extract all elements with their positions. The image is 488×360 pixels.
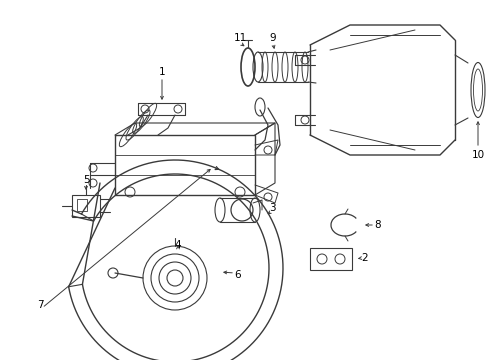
Text: 4: 4 — [174, 240, 181, 250]
Bar — [309, 248, 351, 270]
Text: 11: 11 — [233, 33, 246, 43]
Text: 3: 3 — [268, 203, 275, 213]
Text: 1: 1 — [159, 67, 165, 77]
Bar — [77, 199, 87, 211]
Text: 9: 9 — [269, 33, 276, 43]
Text: 2: 2 — [361, 253, 367, 263]
Text: 8: 8 — [374, 220, 381, 230]
Text: 5: 5 — [82, 175, 89, 185]
Text: 6: 6 — [234, 270, 241, 280]
Text: 10: 10 — [470, 150, 484, 160]
Text: 7: 7 — [37, 300, 43, 310]
Bar — [72, 195, 100, 217]
